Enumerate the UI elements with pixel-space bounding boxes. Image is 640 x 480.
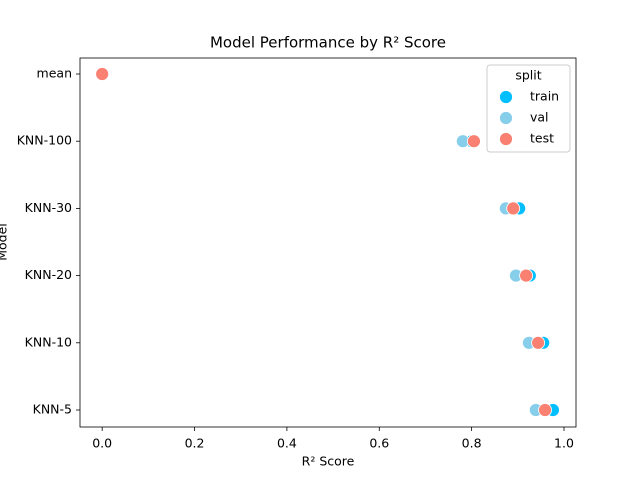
point	[538, 403, 552, 417]
legend-marker	[499, 111, 513, 125]
x-axis-label: R² Score	[302, 454, 355, 469]
point	[531, 335, 546, 350]
legend-label: val	[530, 110, 549, 125]
legend-label: test	[530, 131, 554, 146]
x-tick-label: 0.8	[462, 436, 482, 451]
y-tick-label: KNN-100	[17, 133, 72, 148]
y-tick-label: mean	[37, 66, 72, 81]
x-tick-label: 0.2	[185, 436, 205, 451]
point	[519, 268, 534, 283]
y-tick-label: KNN-30	[25, 200, 72, 215]
legend-label: train	[530, 89, 559, 104]
y-tick-label: KNN-20	[25, 267, 72, 282]
y-tick-label: KNN-10	[25, 334, 72, 349]
legend-box	[486, 64, 571, 153]
point	[506, 201, 521, 216]
x-tick-label: 0.0	[92, 436, 112, 451]
point	[95, 67, 110, 81]
y-axis-label: Model	[0, 223, 10, 261]
legend-marker	[499, 90, 513, 104]
x-tick-label: 0.4	[277, 436, 297, 451]
plot-frame	[79, 57, 577, 428]
legend-marker	[499, 132, 513, 146]
point	[467, 134, 481, 149]
x-tick-label: 1.0	[554, 436, 574, 451]
y-tick-label: KNN-5	[33, 402, 72, 417]
legend-title: split	[515, 68, 541, 83]
chart-title: Model Performance by R² Score	[210, 34, 446, 52]
x-tick-label: 0.6	[369, 436, 389, 451]
